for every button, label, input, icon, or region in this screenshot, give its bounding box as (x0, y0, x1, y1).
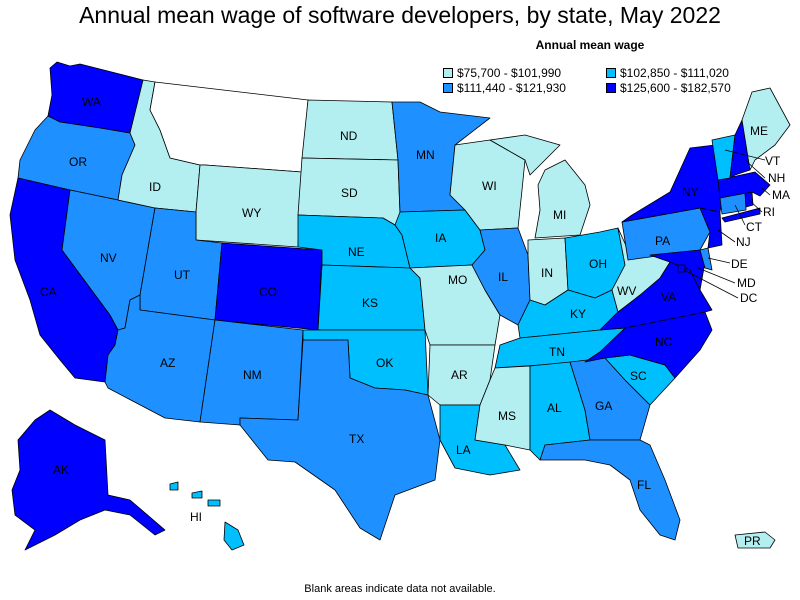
label-il: IL (498, 270, 508, 284)
label-nv: NV (100, 251, 117, 265)
label-ks: KS (362, 296, 378, 310)
state-il[interactable] (471, 227, 531, 326)
state-ri[interactable] (744, 191, 754, 208)
label-id: ID (149, 180, 161, 194)
state-de[interactable] (699, 247, 713, 271)
legend-swatch-1 (443, 68, 453, 78)
legend-swatch-3 (443, 83, 453, 93)
label-mo: MO (448, 273, 467, 287)
label-ga: GA (595, 399, 612, 413)
label-al: AL (547, 401, 562, 415)
label-ak: AK (53, 463, 69, 477)
legend-label-1: $75,700 - $101,990 (457, 66, 562, 80)
legend-swatch-4 (606, 83, 616, 93)
legend-title: Annual mean wage (535, 38, 645, 52)
state-fl[interactable] (539, 439, 681, 541)
legend-swatch-2 (606, 68, 616, 78)
label-ca: CA (40, 285, 57, 299)
legend: $75,700 - $101,990 $102,850 - $111,020 $… (443, 66, 800, 96)
label-de: DE (731, 257, 748, 271)
state-hi[interactable] (169, 481, 245, 551)
label-az: AZ (160, 356, 175, 370)
label-pr: PR (744, 534, 761, 548)
label-me: ME (750, 124, 768, 138)
state-dc[interactable] (677, 264, 686, 273)
label-va: VA (661, 290, 676, 304)
state-me[interactable] (741, 87, 791, 171)
label-in: IN (541, 266, 553, 280)
label-or: OR (69, 155, 87, 169)
label-nc: NC (655, 335, 673, 349)
state-labels: WA OR CA NV ID WY UT AZ CO NM ND SD NE K… (40, 95, 790, 548)
state-mt[interactable] (149, 81, 309, 173)
label-ky: KY (570, 307, 586, 321)
label-mi: MI (553, 208, 566, 222)
label-wy: WY (242, 206, 261, 220)
label-sd: SD (341, 186, 358, 200)
label-vt: VT (765, 154, 781, 168)
state-ma[interactable] (717, 171, 771, 199)
legend-label-4: $125,600 - $182,570 (620, 81, 731, 95)
label-sc: SC (630, 369, 647, 383)
label-ia: IA (435, 231, 446, 245)
label-co: CO (259, 285, 277, 299)
footnote: Blank areas indicate data not available. (304, 583, 496, 595)
label-la: LA (456, 443, 471, 457)
legend-item-1: $75,700 - $101,990 (443, 66, 561, 80)
state-ak[interactable] (11, 409, 166, 551)
label-oh: OH (589, 257, 607, 271)
label-nh: NH (768, 171, 785, 185)
label-ok: OK (376, 356, 393, 370)
label-ms: MS (498, 409, 516, 423)
legend-label-2: $102,850 - $111,020 (620, 66, 729, 80)
state-pr[interactable] (734, 531, 776, 549)
label-nd: ND (340, 129, 358, 143)
leader-lines (683, 149, 771, 299)
label-wi: WI (482, 179, 497, 193)
label-hi: HI (190, 510, 202, 524)
label-nj: NJ (736, 235, 751, 249)
label-wa: WA (82, 95, 101, 109)
legend-item-3: $111,440 - $121,930 (443, 81, 566, 95)
label-pa: PA (655, 234, 670, 248)
label-ny: NY (682, 185, 699, 199)
label-md: MD (737, 276, 756, 290)
state-tx[interactable] (239, 339, 441, 541)
legend-label-3: $111,440 - $121,930 (457, 81, 566, 95)
label-ne: NE (348, 245, 365, 259)
state-mi[interactable] (489, 134, 591, 239)
state-nh[interactable] (729, 119, 751, 179)
legend-item-2: $102,850 - $111,020 (606, 66, 729, 80)
label-nm: NM (243, 368, 262, 382)
legend-item-4: $125,600 - $182,570 (606, 81, 731, 95)
label-ct: CT (746, 220, 763, 234)
label-mn: MN (416, 148, 435, 162)
label-ut: UT (174, 268, 191, 282)
label-wv: WV (617, 284, 636, 298)
map-title: Annual mean wage of software developers,… (79, 2, 721, 28)
label-ma: MA (772, 188, 790, 202)
label-fl: FL (637, 478, 651, 492)
label-tx: TX (349, 432, 364, 446)
label-tn: TN (549, 345, 565, 359)
label-dc: DC (740, 291, 758, 305)
label-ar: AR (451, 368, 468, 382)
label-ri: RI (763, 205, 775, 219)
